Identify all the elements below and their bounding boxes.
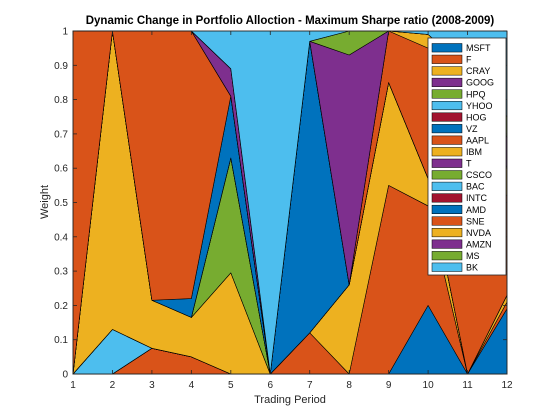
- legend-swatch-msft: [431, 43, 463, 53]
- x-tick-label: 12: [501, 380, 513, 391]
- legend-label-vz: VZ: [466, 124, 478, 134]
- y-tick-label: 0.3: [54, 267, 68, 278]
- legend-swatch-ms: [431, 251, 463, 261]
- legend-label-goog: GOOG: [466, 78, 494, 88]
- legend-swatch-bk: [431, 262, 463, 272]
- legend-label-hog: HOG: [466, 112, 487, 122]
- legend-swatch-vz: [431, 124, 463, 134]
- x-axis-label: Trading Period: [254, 394, 326, 406]
- legend-label-bk: BK: [466, 263, 478, 273]
- y-tick-label: 0.9: [54, 61, 68, 72]
- legend-swatch-f: [431, 54, 463, 64]
- y-tick-label: 0.5: [54, 198, 68, 209]
- x-tick-label: 11: [462, 380, 473, 391]
- legend-swatch-yhoo: [431, 101, 463, 111]
- legend-swatch-aapl: [431, 135, 463, 145]
- legend-label-aapl: AAPL: [466, 135, 489, 145]
- legend-swatch-amd: [431, 204, 463, 214]
- y-tick-label: 0.6: [54, 164, 68, 175]
- x-tick-label: 9: [386, 380, 392, 391]
- legend-swatch-intc: [431, 193, 463, 203]
- legend-swatch-nvda: [431, 228, 463, 238]
- legend-label-csco: CSCO: [466, 170, 492, 180]
- legend-label-f: F: [466, 55, 472, 65]
- y-tick-label: 0.4: [54, 232, 68, 243]
- legend-label-sne: SNE: [466, 216, 485, 226]
- x-tick-label: 3: [149, 380, 155, 391]
- legend-label-intc: INTC: [466, 193, 487, 203]
- legend-label-nvda: NVDA: [466, 228, 491, 238]
- legend-label-ibm: IBM: [466, 147, 482, 157]
- legend-swatch-goog: [431, 77, 463, 87]
- y-tick-label: 0.7: [54, 129, 68, 140]
- y-tick-label: 0.8: [54, 95, 68, 106]
- legend-label-hpq: HPQ: [466, 89, 486, 99]
- legend-label-t: T: [466, 159, 472, 169]
- legend-swatch-ibm: [431, 147, 463, 157]
- legend-swatch-sne: [431, 216, 463, 226]
- legend-swatch-bac: [431, 181, 463, 191]
- legend-label-amzn: AMZN: [466, 239, 492, 249]
- legend-label-cray: CRAY: [466, 66, 490, 76]
- chart-title: Dynamic Change in Portfolio Alloction - …: [86, 15, 495, 27]
- legend-label-amd: AMD: [466, 205, 487, 215]
- x-tick-label: 7: [307, 380, 313, 391]
- y-tick-label: 0: [62, 370, 68, 381]
- x-tick-label: 1: [70, 380, 76, 391]
- legend-swatch-t: [431, 158, 463, 168]
- x-tick-label: 8: [346, 380, 352, 391]
- axis-ticks: 1 2 3 4 5 6 7 8 9 10 11 1200.10.20.30.40.50.60.70.8…: [54, 27, 513, 392]
- x-tick-label: 10: [423, 380, 435, 391]
- legend-label-bac: BAC: [466, 182, 485, 192]
- y-axis-label: Weight: [39, 185, 51, 219]
- y-tick-label: 1: [62, 27, 68, 38]
- x-tick-label: 4: [189, 380, 195, 391]
- y-tick-label: 0.1: [54, 335, 68, 346]
- legend-swatch-amzn: [431, 239, 463, 249]
- legend-swatch-hpq: [431, 89, 463, 99]
- legend-swatch-hog: [431, 112, 463, 122]
- legend-label-msft: MSFT: [466, 43, 491, 53]
- legend-label-yhoo: YHOO: [466, 101, 493, 111]
- legend-swatch-csco: [431, 170, 463, 180]
- legend-label-ms: MS: [466, 251, 480, 261]
- legend-swatch-cray: [431, 66, 463, 76]
- x-tick-label: 2: [110, 380, 116, 391]
- x-tick-label: 5: [228, 380, 234, 391]
- x-tick-label: 6: [267, 380, 273, 391]
- y-tick-label: 0.2: [54, 301, 68, 312]
